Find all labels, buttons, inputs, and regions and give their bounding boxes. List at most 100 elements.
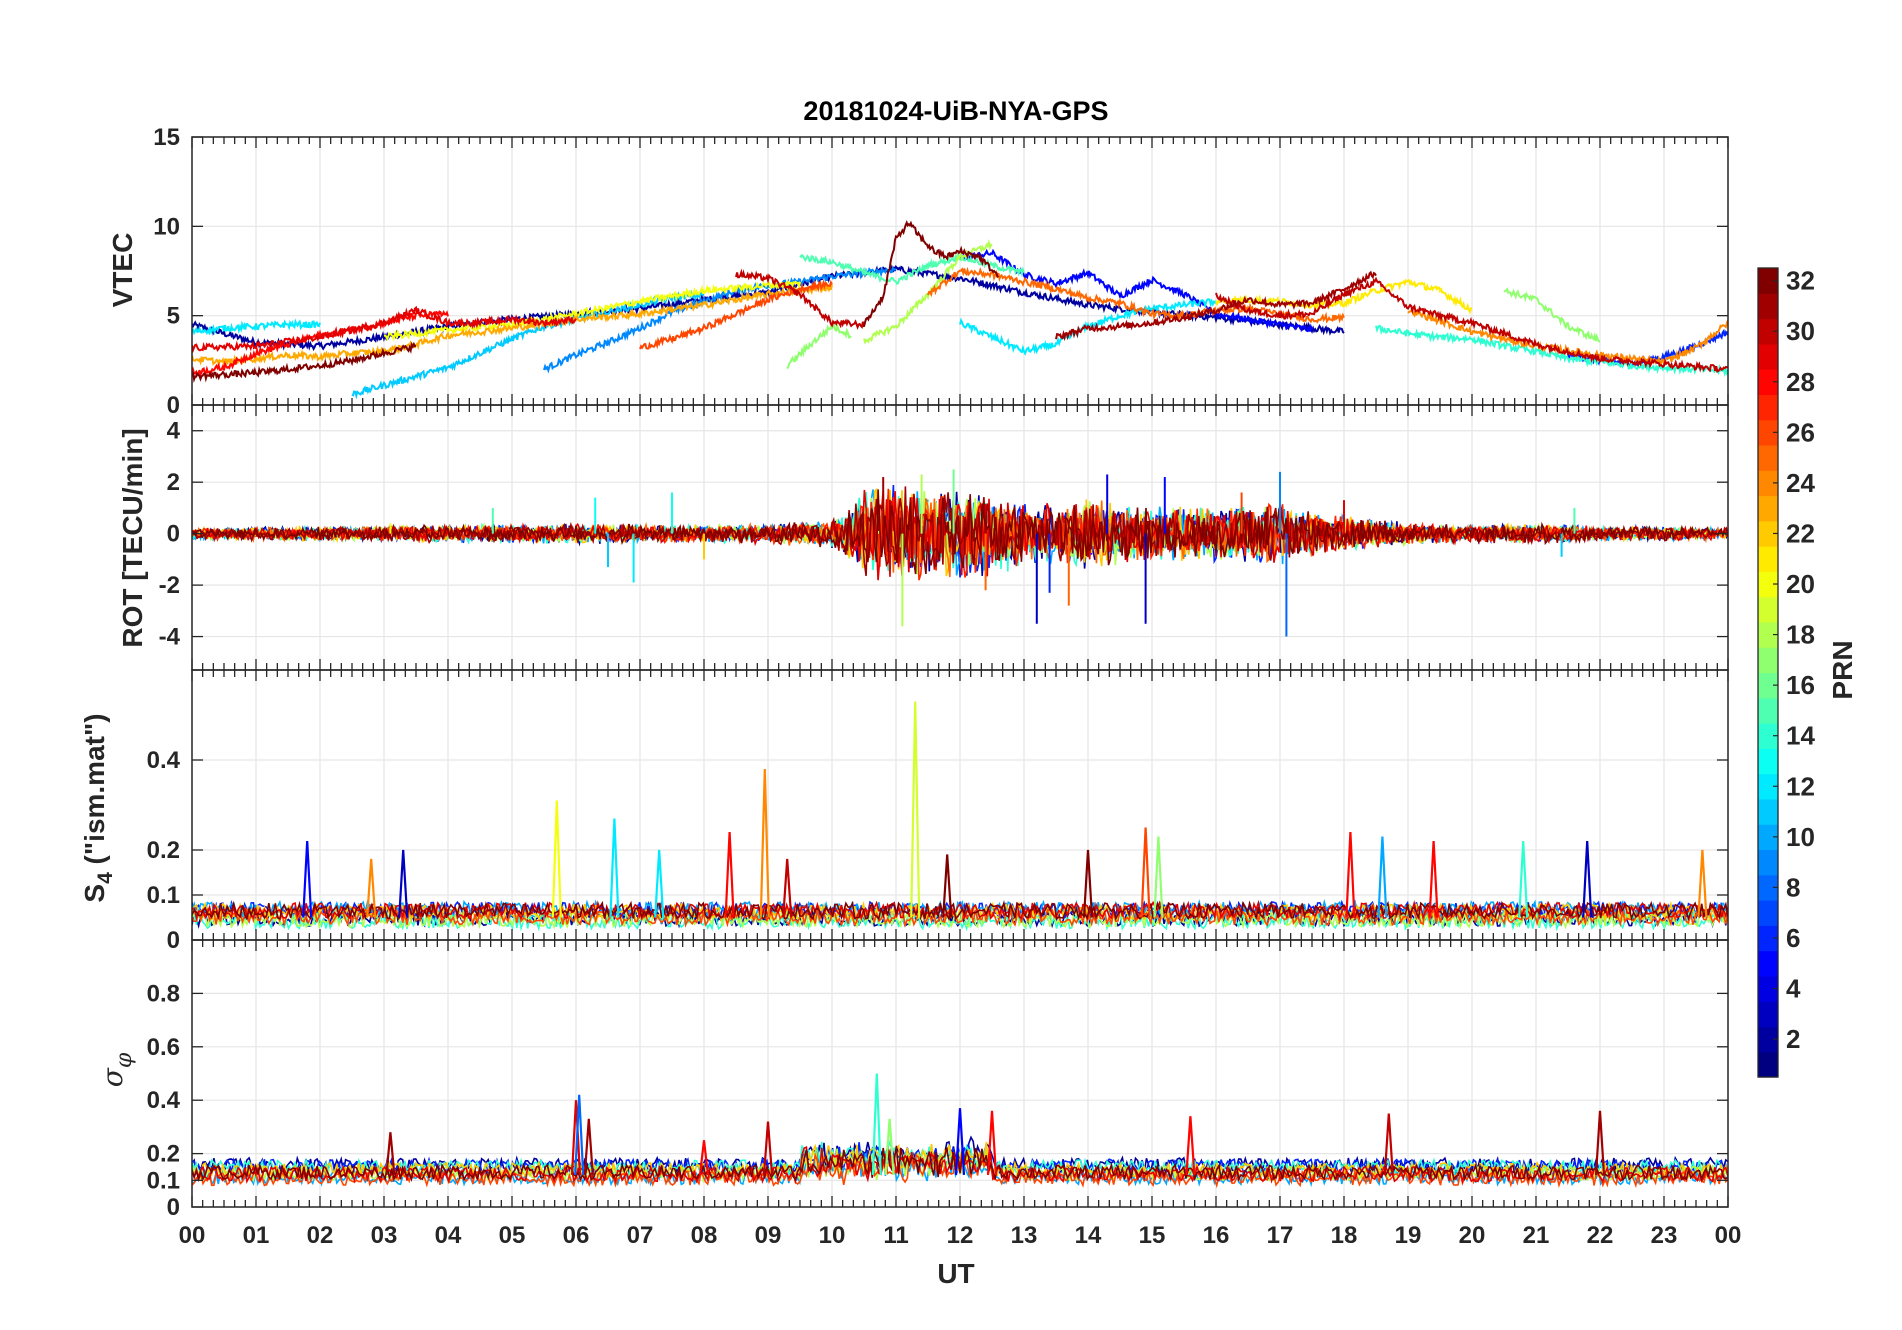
sigma-spike xyxy=(583,1118,594,1176)
vtec-series-prn-30 xyxy=(1215,276,1728,373)
y-tick-label: 0.8 xyxy=(147,980,180,1007)
colorbar-tick-label: 26 xyxy=(1786,417,1815,447)
vtec-series-prn-21 xyxy=(1215,278,1473,315)
s4-ylabel-sub: 4 xyxy=(94,872,117,884)
vtec-series-prn-23 xyxy=(192,281,833,367)
colorbar-segment xyxy=(1758,1026,1778,1053)
x-tick-label: 08 xyxy=(691,1222,718,1249)
sigma-spike xyxy=(986,1110,998,1176)
vtec-series-prn-32 xyxy=(192,341,417,383)
colorbar-tick-label: 4 xyxy=(1786,974,1801,1004)
x-tick-label: 20 xyxy=(1459,1222,1486,1249)
y-tick-label: 0 xyxy=(167,927,180,954)
colorbar-tick-label: 12 xyxy=(1786,771,1815,801)
colorbar-tick-label: 8 xyxy=(1786,872,1800,902)
s4-spike xyxy=(1153,836,1164,918)
s4-spike xyxy=(782,858,793,918)
s4-ylabel-rest: ("ism.mat") xyxy=(79,713,110,872)
sigma-spike xyxy=(385,1132,396,1176)
y-tick-label: 0 xyxy=(167,392,180,419)
colorbar-segment xyxy=(1758,419,1778,446)
colorbar-segment xyxy=(1758,975,1778,1002)
y-tick-label: 15 xyxy=(153,124,180,151)
rot-panel: -4 -2 0 2 4 xyxy=(159,404,1729,671)
colorbar-segment xyxy=(1758,343,1778,370)
x-tick-label: 12 xyxy=(947,1222,974,1249)
vtec-series-prn-17 xyxy=(1503,287,1601,343)
colorbar-segment xyxy=(1758,293,1778,320)
sigma-spike xyxy=(884,1118,895,1176)
s4-spike xyxy=(1697,849,1708,918)
sigma-spike xyxy=(1594,1110,1606,1176)
y-ticks: 0 0.1 0.2 0.4 xyxy=(147,747,1728,954)
y-ticks: 00.10.2 0.4 0.6 0.8 xyxy=(147,980,1728,1221)
vtec-series-prn-31 xyxy=(1055,270,1377,342)
vtec-series-prn-29 xyxy=(192,305,577,354)
colorbar-tick-label: 14 xyxy=(1786,721,1815,751)
x-tick-label: 00 xyxy=(1715,1222,1742,1249)
colorbar-segment xyxy=(1758,824,1778,851)
vtec-panel: 0 5 10 15 xyxy=(153,124,1729,419)
colorbar-segment xyxy=(1758,546,1778,572)
x-tick-label: 23 xyxy=(1651,1222,1678,1249)
colorbar-segment xyxy=(1758,571,1778,598)
colorbar-segment xyxy=(1758,798,1778,825)
colorbar-segment xyxy=(1758,950,1778,977)
y-tick-label: 5 xyxy=(167,303,180,330)
rot-series-prn-32 xyxy=(192,489,1728,575)
x-tick-label: 16 xyxy=(1203,1222,1230,1249)
y-tick-label: 0.2 xyxy=(147,1141,180,1168)
colorbar-tick-label: 16 xyxy=(1786,670,1815,700)
sigma-spike xyxy=(954,1108,966,1176)
s4-ylabel: S4 ("ism.mat") xyxy=(79,713,117,902)
s4-spike xyxy=(1518,840,1529,918)
colorbar-frame xyxy=(1757,267,1779,1078)
colorbar-segment xyxy=(1758,748,1778,775)
x-ticks xyxy=(191,940,1729,1207)
vtec-series-prn-30 xyxy=(735,268,865,330)
s4-spike xyxy=(1377,836,1388,918)
colorbar-tick-label: 6 xyxy=(1786,923,1800,953)
colorbar-tick-label: 18 xyxy=(1786,620,1815,650)
colorbar-segment xyxy=(1758,495,1778,522)
colorbar-segment xyxy=(1758,596,1778,623)
x-axis-label: UT xyxy=(937,1258,974,1289)
s4-spike xyxy=(398,849,409,918)
y-ticks: 0 5 10 15 xyxy=(153,124,1728,419)
x-tick-label: 04 xyxy=(435,1222,462,1249)
x-tick-label: 00 xyxy=(179,1222,206,1249)
s4-spike xyxy=(609,818,620,918)
x-tick-label: 07 xyxy=(627,1222,654,1249)
x-tick-label: 02 xyxy=(307,1222,334,1249)
x-ticks xyxy=(191,405,1729,670)
vtec-series-prn-12 xyxy=(959,298,1217,356)
sigma-spike xyxy=(570,1100,582,1176)
sigma-phi-ylabel-main: σ xyxy=(96,1067,129,1087)
y-tick-label: 2 xyxy=(167,469,180,496)
x-tick-label: 17 xyxy=(1267,1222,1294,1249)
vtec-series-prn-26 xyxy=(639,279,833,350)
colorbar-segment xyxy=(1758,394,1778,421)
s4-spike xyxy=(366,858,377,918)
colorbar-segment xyxy=(1758,369,1778,396)
s4-spike xyxy=(942,854,953,918)
x-tick-label: 11 xyxy=(883,1222,908,1249)
x-tick-label: 10 xyxy=(819,1222,846,1249)
colorbar-tick-label: 2 xyxy=(1786,1024,1800,1054)
colorbar-segment xyxy=(1758,470,1778,497)
y-tick-label: 0.2 xyxy=(147,837,180,864)
y-tick-label: 0 xyxy=(167,1194,180,1221)
colorbar-segment xyxy=(1758,1051,1778,1078)
x-ticks xyxy=(191,670,1729,940)
sigma-spike xyxy=(574,1094,585,1176)
series-group xyxy=(192,701,1728,932)
x-tick-label: 22 xyxy=(1587,1222,1614,1249)
colorbar-segment xyxy=(1758,723,1778,749)
x-tick-label: 05 xyxy=(499,1222,526,1249)
rot-ylabel: ROT [TECU/min] xyxy=(117,428,148,647)
sigma-phi-ylabel: σφ xyxy=(96,1052,137,1087)
colorbar-segment xyxy=(1758,874,1778,901)
x-tick-label: 15 xyxy=(1139,1222,1166,1249)
x-tick-label: 13 xyxy=(1011,1222,1038,1249)
